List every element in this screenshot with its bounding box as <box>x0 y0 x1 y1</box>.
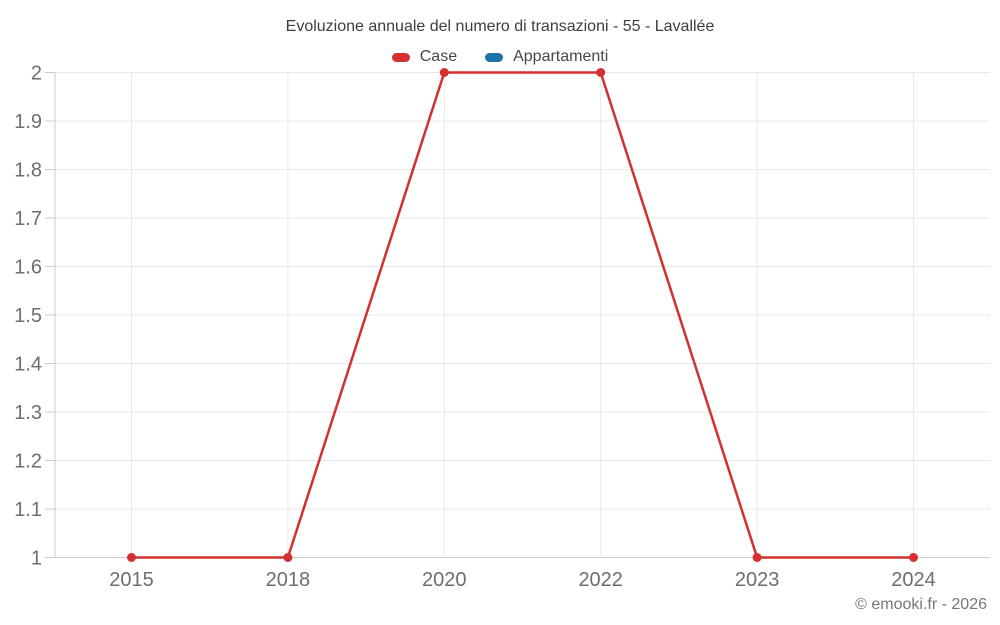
data-point-case-2015[interactable] <box>127 553 136 562</box>
y-tick-label: 1.4 <box>14 354 42 376</box>
data-point-case-2018[interactable] <box>283 553 293 562</box>
appartamenti-series-swatch-icon <box>485 52 504 62</box>
legend-label-case: Case <box>419 48 458 65</box>
data-point-case-2022[interactable] <box>596 68 606 77</box>
x-tick-label: 2020 <box>422 569 467 591</box>
x-tick-label: 2024 <box>891 569 936 591</box>
x-tick-label: 2015 <box>109 569 154 591</box>
y-tick-label: 1 <box>31 548 42 570</box>
legend: Case Appartamenti <box>0 48 1000 66</box>
chart-title: Evoluzione annuale del numero di transaz… <box>285 18 715 35</box>
series-line-case <box>131 71 914 559</box>
x-tick-label: 2022 <box>578 569 623 591</box>
y-tick-label: 1.2 <box>14 451 42 473</box>
x-tick-label: 2023 <box>735 569 780 591</box>
y-tick-label: 2 <box>31 63 42 85</box>
case-series-swatch-icon <box>391 52 410 62</box>
y-tick-label: 1.8 <box>14 160 42 182</box>
legend-label-appartamenti: Appartamenti <box>513 48 609 65</box>
y-tick-label: 1.6 <box>14 257 42 279</box>
data-point-case-2023[interactable] <box>752 553 762 562</box>
copyright-text: © emooki.fr - 2026 <box>855 596 987 613</box>
legend-item-case[interactable]: Case <box>391 48 458 66</box>
y-tick-label: 1.1 <box>14 499 42 521</box>
legend-item-appartamenti[interactable]: Appartamenti <box>485 48 608 66</box>
x-tick-label: 2018 <box>266 569 311 591</box>
y-tick-label: 1.7 <box>14 208 42 230</box>
data-point-case-2024[interactable] <box>909 553 918 562</box>
data-point-case-2020[interactable] <box>439 68 449 77</box>
y-tick-label: 1.3 <box>14 402 42 424</box>
y-tick-label: 1.5 <box>14 305 42 327</box>
y-tick-label: 1.9 <box>14 111 42 133</box>
